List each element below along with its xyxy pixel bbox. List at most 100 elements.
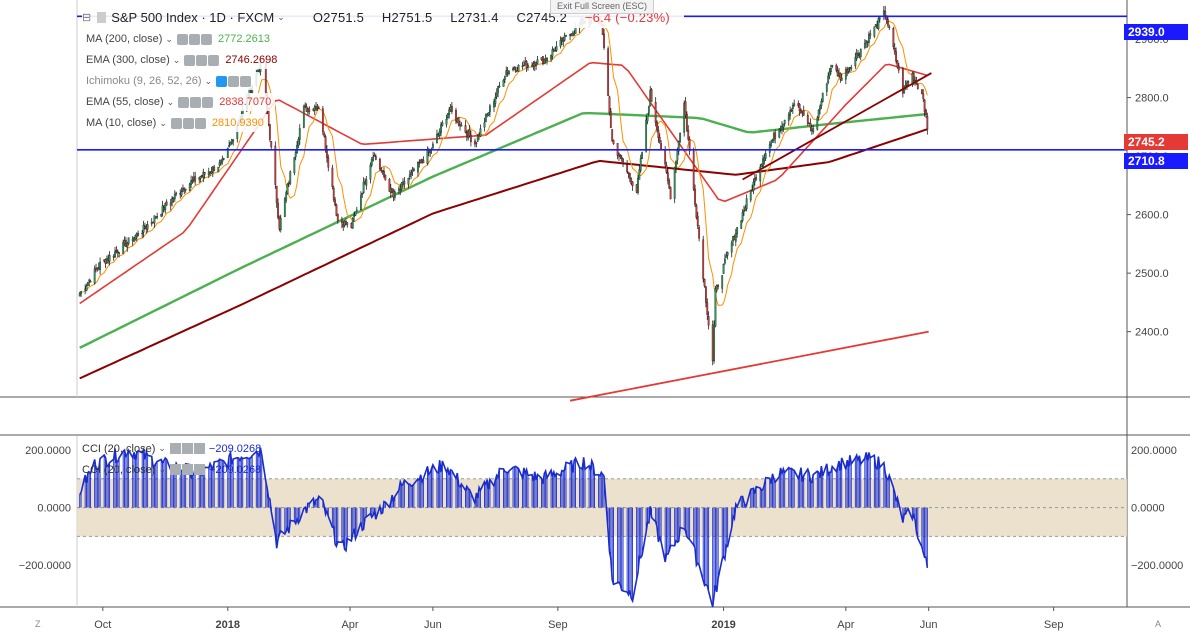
candle-body <box>546 57 548 62</box>
settings-icon[interactable] <box>182 117 194 129</box>
candle <box>874 24 877 28</box>
time-tick-label: Sep <box>548 619 568 631</box>
candle-body <box>279 217 282 231</box>
collapse-icon[interactable]: ⊟ <box>82 11 92 24</box>
close-icon[interactable] <box>202 96 214 108</box>
candle-body <box>165 201 168 206</box>
chevron-down-icon[interactable]: ⌄ <box>158 464 166 474</box>
cci-legend-1[interactable]: CCI (20, close) ⌄ −209.0268 <box>82 441 261 456</box>
close-icon[interactable] <box>193 443 205 454</box>
settings-icon[interactable] <box>188 33 200 45</box>
candle-body <box>422 160 425 164</box>
auto-scale-toggle[interactable]: A <box>1155 619 1162 629</box>
candle-body <box>533 62 536 67</box>
candle-body <box>551 49 554 57</box>
eye-icon[interactable] <box>184 54 196 66</box>
eye-icon[interactable] <box>170 117 182 129</box>
indicator-ichimoku[interactable]: Ichimoku (9, 26, 52, 26) ⌄ <box>82 72 260 90</box>
eye-icon[interactable] <box>169 443 181 454</box>
exit-fullscreen-button[interactable]: Exit Full Screen (ESC) <box>550 0 655 14</box>
indicator-label[interactable]: EMA (300, close) <box>86 54 170 66</box>
candle-body <box>628 172 631 179</box>
candle <box>374 153 377 161</box>
eye-icon[interactable] <box>176 33 188 45</box>
candle <box>656 120 658 133</box>
candle <box>725 251 728 258</box>
candle <box>194 171 197 186</box>
cci-legend-2[interactable]: CCI (20, close) ⌄ −209.0268 <box>82 462 261 477</box>
open-value: O2751.5 <box>312 9 365 25</box>
close-icon[interactable] <box>240 75 252 87</box>
settings-icon[interactable] <box>228 75 240 87</box>
candle <box>418 159 421 168</box>
chevron-down-icon[interactable]: ⌄ <box>204 75 213 86</box>
trendline-support <box>569 330 929 402</box>
candle <box>464 120 467 134</box>
close-icon[interactable] <box>200 33 212 45</box>
candle <box>279 214 282 233</box>
chevron-down-icon[interactable]: ⌄ <box>166 96 175 107</box>
candle-body <box>821 92 824 103</box>
chevron-down-icon[interactable]: ⌄ <box>158 443 166 453</box>
close-icon[interactable] <box>193 464 205 475</box>
indicator-label[interactable]: EMA (55, close) <box>86 96 164 108</box>
candle <box>388 178 391 192</box>
candle <box>455 107 457 125</box>
candle <box>431 141 434 149</box>
indicator-label[interactable]: Ichimoku (9, 26, 52, 26) <box>86 75 202 87</box>
candle-body <box>925 110 927 115</box>
indicator-ma200[interactable]: MA (200, close) ⌄ 2772.2613 <box>82 30 274 48</box>
candle-body <box>380 168 383 171</box>
eye-icon[interactable] <box>216 75 228 87</box>
candle <box>441 120 444 127</box>
indicator-ma10[interactable]: MA (10, close) ⌄ 2810.9390 <box>82 114 268 132</box>
time-tick-label: 2018 <box>216 619 240 631</box>
candle-body <box>631 181 634 187</box>
candle <box>563 32 566 42</box>
candle <box>304 102 307 109</box>
candle <box>122 239 125 254</box>
indicator-label[interactable]: MA (200, close) <box>86 33 163 45</box>
candle-body <box>321 108 324 133</box>
candle <box>332 185 335 203</box>
candle <box>321 106 324 136</box>
indicator-ema55[interactable]: EMA (55, close) ⌄ 2838.7070 <box>82 93 276 111</box>
symbol-label[interactable]: S&P 500 Index · 1D · FXCM <box>111 9 275 25</box>
close-icon[interactable] <box>194 117 206 129</box>
candle-body <box>391 188 394 194</box>
settings-icon[interactable] <box>181 443 193 454</box>
candle <box>331 164 334 190</box>
settings-icon[interactable] <box>190 96 202 108</box>
indicator-ema300[interactable]: EMA (300, close) ⌄ 2746.2698 <box>82 51 282 69</box>
candle <box>619 153 622 160</box>
candle <box>495 88 498 99</box>
chevron-down-icon[interactable]: ⌄ <box>277 11 285 22</box>
candle <box>627 171 630 179</box>
indicator-label[interactable]: MA (10, close) <box>86 117 157 129</box>
candle-body <box>622 158 624 164</box>
cci-label[interactable]: CCI (20, close) <box>82 463 156 476</box>
candle <box>317 105 320 109</box>
candle-body <box>603 33 605 48</box>
chevron-down-icon[interactable]: ⌄ <box>159 117 167 128</box>
candle <box>829 64 832 75</box>
cci-label[interactable]: CCI (20, close) <box>82 442 156 455</box>
eye-icon[interactable] <box>169 464 181 475</box>
candle-body <box>774 132 777 139</box>
chevron-down-icon[interactable]: ⌄ <box>172 54 181 65</box>
candle-body <box>283 198 286 217</box>
settings-icon[interactable] <box>196 54 208 66</box>
settings-icon[interactable] <box>181 464 193 475</box>
candle-body <box>133 237 135 242</box>
candle <box>802 105 805 116</box>
candle <box>620 154 623 162</box>
log-scale-toggle[interactable]: Z <box>35 619 41 629</box>
chevron-down-icon[interactable]: ⌄ <box>165 33 173 44</box>
candle-body <box>563 35 566 41</box>
eye-icon[interactable] <box>178 96 190 108</box>
candle-body <box>666 172 669 182</box>
candle <box>160 213 163 218</box>
candle <box>565 34 567 37</box>
candle-body <box>778 129 781 138</box>
close-icon[interactable] <box>208 54 220 66</box>
